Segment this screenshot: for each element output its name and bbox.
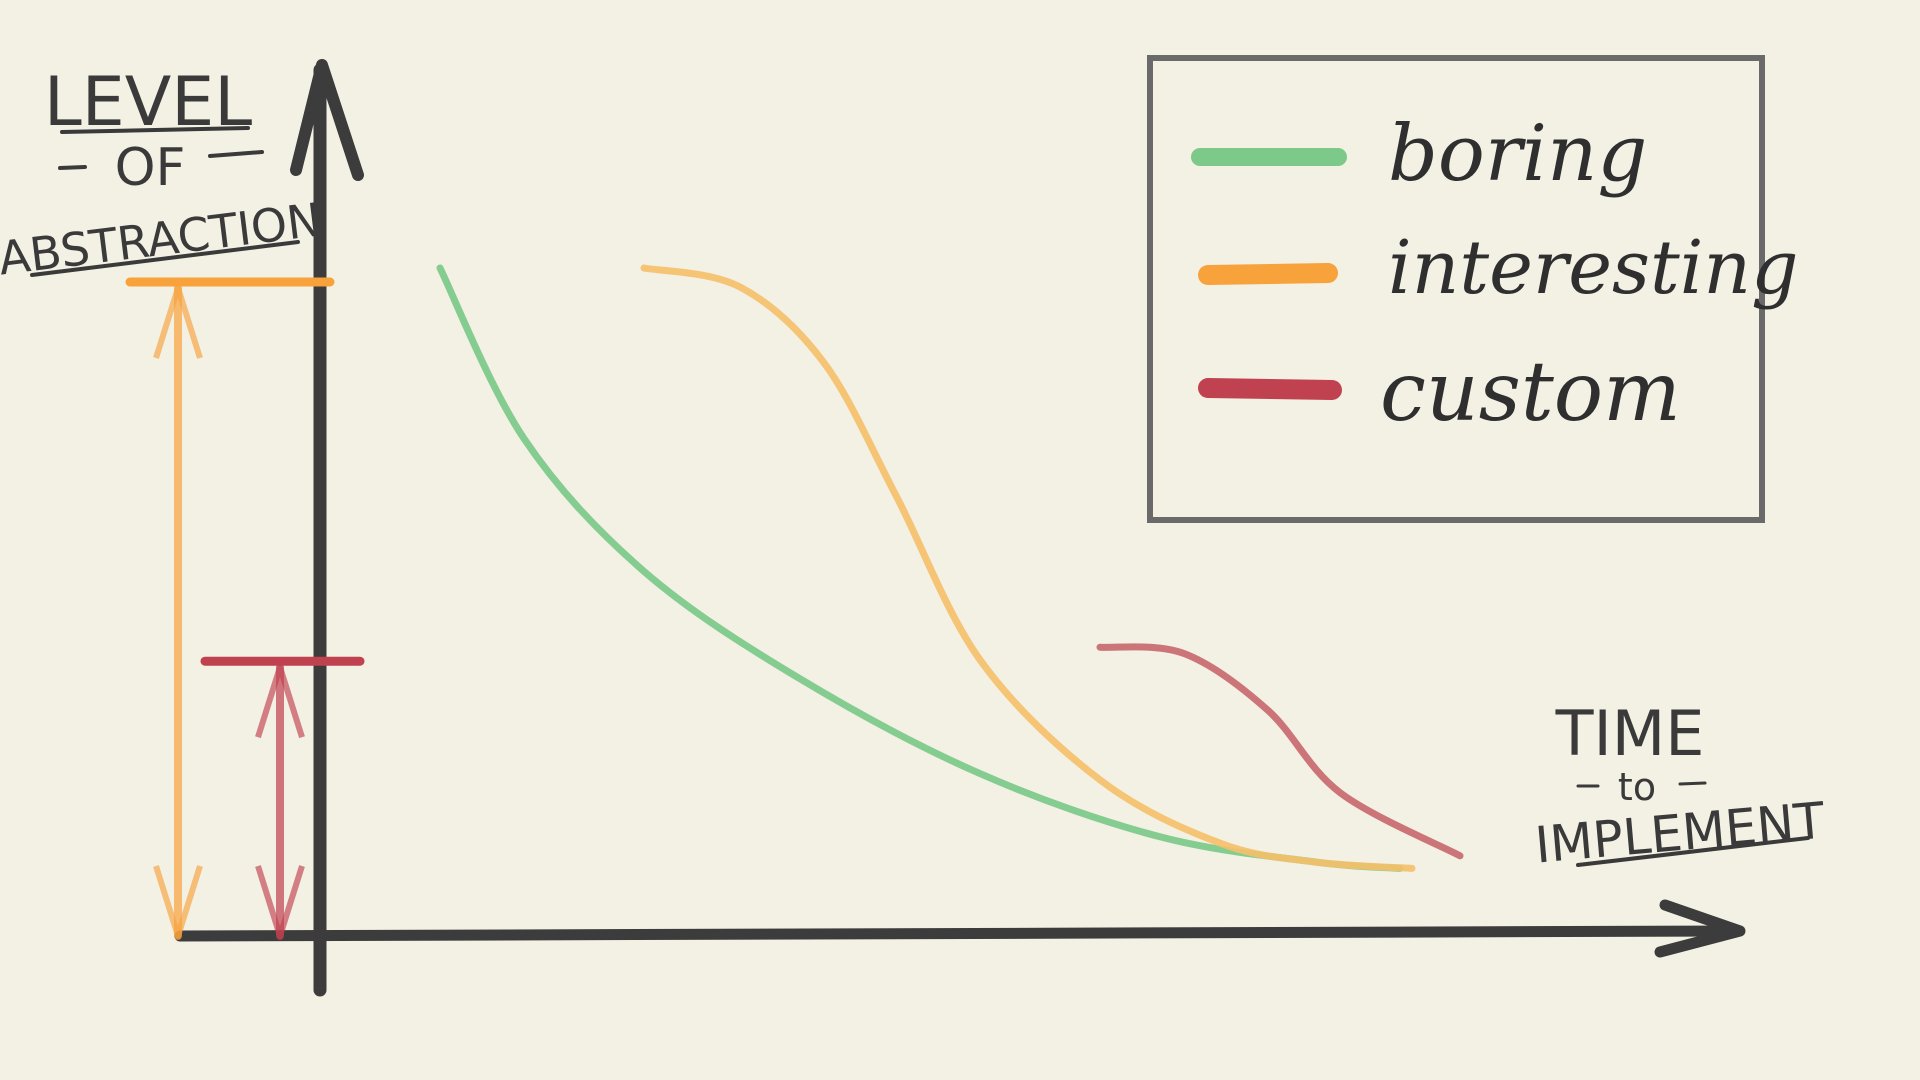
y-axis-label-underline1 — [60, 126, 250, 134]
series-line-interesting — [640, 264, 1416, 872]
series-curves — [436, 264, 1464, 872]
y-axis-label-dash-right — [208, 150, 264, 158]
custom-range-arrowhead-up — [255, 664, 305, 739]
y-axis-label-line2: OF — [115, 138, 186, 198]
x-axis-line — [174, 925, 1744, 942]
y-axis-label-dash-left — [58, 165, 87, 170]
custom-range — [200, 656, 365, 940]
legend-entry-interesting: interesting — [1198, 225, 1798, 311]
x-axis-label-line2: to — [1618, 765, 1656, 809]
legend-frame — [1147, 55, 1765, 523]
legend: boring interesting custom — [1147, 55, 1798, 523]
series-line-boring — [436, 264, 1404, 872]
legend-entry-custom: custom — [1198, 345, 1681, 440]
interesting-range — [125, 277, 335, 940]
y-axis-label: LEVEL OF ABSTRACTION — [0, 63, 324, 286]
x-axis-label: TIME to IMPLEMENT — [1533, 697, 1828, 875]
interesting-range-arrowhead-up — [153, 285, 203, 359]
axes — [174, 59, 1746, 997]
legend-label-boring: boring — [1388, 109, 1647, 199]
interesting-range-arrowhead-down — [153, 865, 203, 939]
x-axis-arrowhead — [1654, 899, 1746, 958]
x-axis-label-line1: TIME — [1555, 697, 1705, 770]
x-axis-label-dash-right — [1678, 781, 1707, 786]
legend-entry-boring: boring — [1191, 109, 1647, 199]
legend-swatch-interesting — [1198, 263, 1338, 285]
legend-label-custom: custom — [1380, 345, 1681, 440]
legend-label-interesting: interesting — [1388, 225, 1798, 311]
series-line-custom — [1096, 643, 1464, 860]
y-axis-arrowhead — [290, 59, 364, 181]
custom-range-arrowhead-down — [255, 865, 305, 939]
y-axis-label-underline3 — [30, 240, 300, 277]
x-axis-label-line3: IMPLEMENT — [1533, 791, 1828, 874]
range-markers — [125, 277, 365, 940]
x-axis-label-underline — [1576, 836, 1810, 867]
legend-swatch-custom — [1198, 378, 1342, 400]
